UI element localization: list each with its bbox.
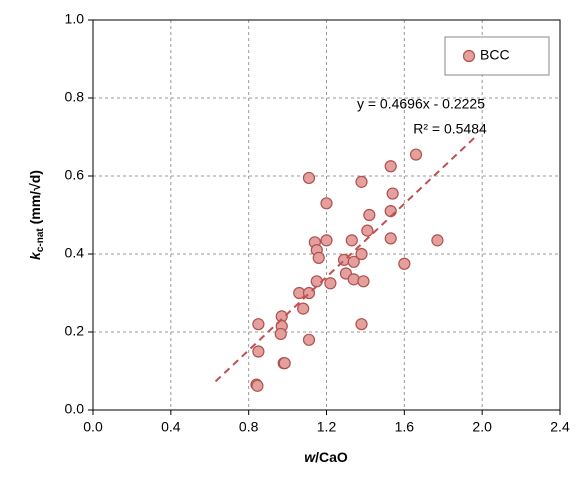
point — [361, 224, 374, 237]
point — [431, 234, 444, 247]
point — [345, 234, 358, 247]
point — [252, 345, 265, 358]
x-tick-label: 2.0 — [472, 419, 492, 435]
annotation: y = 0.4696x - 0.2225 — [357, 96, 485, 112]
y-tick-label: 0.4 — [65, 245, 85, 261]
y-tick-label: 0.8 — [65, 89, 85, 105]
point — [320, 197, 333, 210]
y-tick-label: 1.0 — [65, 11, 85, 27]
point — [302, 333, 316, 346]
legend-box — [444, 36, 550, 76]
y-label-unit: (mm/√d) — [27, 170, 43, 228]
x-tick-label: 0.0 — [83, 419, 103, 435]
point — [409, 148, 423, 161]
point — [320, 234, 333, 247]
point — [297, 302, 310, 315]
plot-frame — [92, 19, 561, 411]
y-tick-label: 0.2 — [65, 323, 85, 339]
legend-label: BCC — [480, 47, 510, 63]
point — [355, 175, 368, 188]
point — [347, 255, 360, 268]
point — [384, 205, 397, 218]
point — [398, 257, 411, 270]
point — [312, 251, 325, 264]
point — [384, 232, 397, 245]
point — [274, 327, 287, 341]
y-label-sub: c-nat — [35, 228, 46, 253]
point — [278, 357, 291, 370]
x-axis-label: w/CaO — [304, 449, 348, 465]
x-label-italic: w — [304, 449, 316, 465]
y-tick-label: 0.0 — [65, 401, 85, 417]
x-tick-label: 1.6 — [395, 419, 415, 435]
point — [363, 208, 376, 222]
x-label-rest: /CaO — [315, 449, 348, 465]
point — [347, 273, 360, 286]
annotation: R² = 0.5484 — [413, 121, 487, 137]
x-tick-label: 2.4 — [550, 419, 570, 435]
point — [384, 160, 397, 173]
point — [324, 277, 337, 290]
point — [302, 171, 316, 185]
point — [355, 247, 368, 261]
x-tick-label: 0.4 — [161, 419, 181, 435]
point — [252, 318, 265, 331]
y-axis-label: kc-nat (mm/√d) — [27, 170, 46, 260]
legend-marker — [462, 49, 476, 63]
point — [357, 275, 370, 288]
point — [355, 318, 368, 331]
point — [251, 379, 264, 392]
y-tick-label: 0.6 — [65, 167, 85, 183]
point — [386, 187, 399, 200]
x-tick-label: 0.8 — [239, 419, 259, 435]
y-label-k: k — [27, 251, 43, 260]
x-tick-label: 1.2 — [317, 419, 337, 435]
